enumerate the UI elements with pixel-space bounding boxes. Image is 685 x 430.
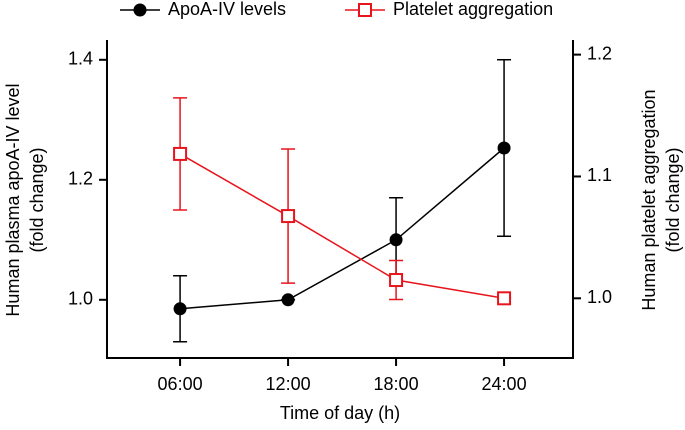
data-point: [497, 291, 512, 306]
series-line: [179, 153, 505, 300]
x-tick-label: 18:00: [374, 374, 419, 394]
y-axis-label: (fold change): [27, 147, 47, 252]
data-point: [389, 273, 404, 288]
data-point: [389, 233, 403, 247]
y-tick-label: 1.2: [68, 169, 93, 189]
legend-marker: [133, 3, 147, 17]
data-point: [173, 146, 188, 161]
y2-tick-label: 1.0: [587, 287, 612, 307]
data-point: [497, 141, 511, 155]
x-axis-label: Time of day (h): [280, 403, 400, 423]
legend-marker: [358, 3, 372, 17]
data-point: [281, 209, 296, 224]
y2-axis-label: (fold change): [663, 147, 683, 252]
series-line: [180, 147, 505, 310]
y-tick-label: 1.4: [68, 49, 93, 69]
y-tick-label: 1.0: [68, 289, 93, 309]
data-point: [281, 293, 295, 307]
legend-label: Platelet aggregation: [393, 0, 553, 19]
x-tick-label: 24:00: [482, 374, 527, 394]
legend-label: ApoA-IV levels: [168, 0, 286, 19]
y2-tick-label: 1.1: [587, 165, 612, 185]
x-tick-label: 06:00: [158, 374, 203, 394]
data-point: [173, 302, 187, 316]
x-tick-label: 12:00: [266, 374, 311, 394]
y-axis-label: Human plasma apoA-IV level: [3, 83, 23, 316]
y2-axis-label: Human platelet aggregation: [639, 89, 659, 310]
y2-tick-label: 1.2: [587, 43, 612, 63]
